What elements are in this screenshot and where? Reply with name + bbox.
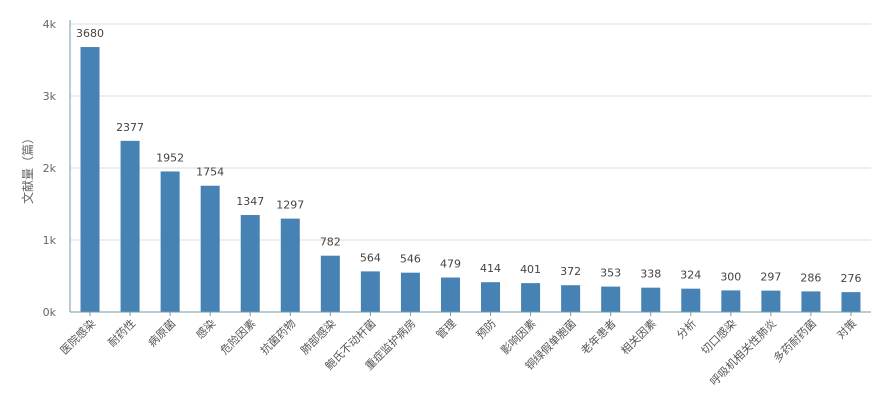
bar-value-label: 286 [800,271,821,284]
bar-value-label: 297 [760,271,781,284]
bar-value-label: 546 [400,253,421,266]
bar-value-label: 353 [600,267,621,280]
x-tick-label: 相关因素 [618,316,659,357]
bar-value-label: 564 [360,251,381,264]
bar [641,287,661,312]
bar-value-label: 401 [520,263,541,276]
bar-value-label: 300 [720,270,741,283]
y-tick-label: 3k [43,90,57,103]
bar [240,215,260,312]
bar-value-label: 479 [440,258,461,271]
x-tick-label: 对策 [834,316,859,341]
bar [160,171,180,312]
x-tick-label: 呼吸机相关性肺炎 [707,316,779,388]
x-tick-label: 管理 [433,316,458,341]
x-tick-label: 感染 [193,316,218,341]
grid-layer [70,23,871,241]
x-tick-label: 切口感染 [698,316,739,357]
x-tick-label: 肺部感染 [297,316,338,357]
bar-value-label: 372 [560,265,581,278]
bar [681,288,701,312]
bar [120,140,140,312]
bar [601,286,621,312]
x-tick-label: 影响因素 [498,317,538,357]
bar-value-label: 1754 [196,166,224,179]
bar-value-label: 276 [840,272,861,285]
bar [841,292,861,312]
bar [761,290,781,312]
bar [320,255,340,312]
x-tick-label: 耐药性 [105,316,138,349]
bar-value-label: 782 [320,236,341,249]
bar-value-label: 1297 [276,199,304,212]
bars-layer: 3680 2377 1952 1754 1347 1297 782 564 546 479 414 4… [76,27,861,312]
bar-value-label: 1347 [236,195,264,208]
y-tick-label: 0k [43,306,57,319]
bar [80,47,100,312]
x-tick-label: 老年患者 [578,316,619,357]
x-tick-label: 病原菌 [145,316,178,349]
bar [280,218,300,312]
bar-value-label: 2377 [116,121,144,134]
bar [200,185,220,312]
x-tick-label: 多药耐药菌 [770,316,819,365]
bar [360,271,380,312]
bar-value-label: 324 [680,269,701,282]
bar [801,291,821,312]
bar [561,285,581,312]
bar-value-label: 1952 [156,151,184,164]
bar [440,277,460,312]
bar-value-label: 3680 [76,27,104,40]
bar [400,272,420,312]
x-tick-label: 危险因素 [217,316,258,357]
y-tick-label: 2k [43,162,57,175]
bar [481,282,501,312]
x-tick-label: 预防 [473,316,498,341]
bar-value-label: 338 [640,268,661,281]
x-tick-label: 分析 [673,316,698,341]
x-tick-label: 医院感染 [57,316,98,357]
bar [521,283,541,312]
x-tick-label: 抗菌药物 [257,316,298,357]
y-tick-label: 1k [43,234,57,247]
y-tick-label: 4k [43,18,57,31]
y-axis-title: 文献量（篇） [20,132,35,204]
bar-value-label: 414 [480,262,501,275]
bar [721,290,741,312]
